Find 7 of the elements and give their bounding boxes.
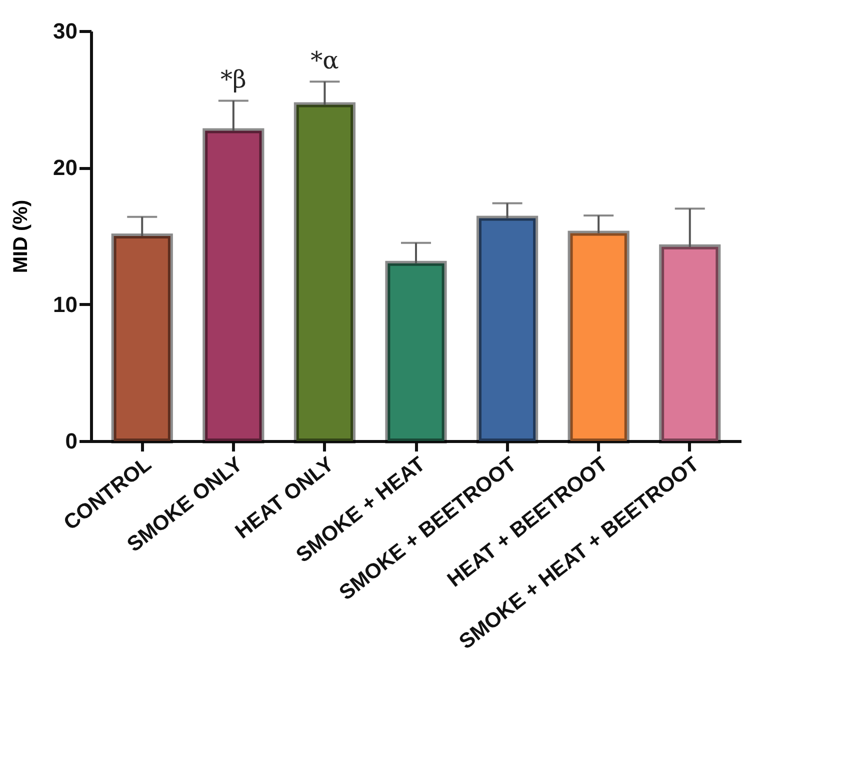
y-tick-label: 0 — [65, 428, 78, 454]
y-tick-label: 20 — [53, 155, 78, 180]
y-axis-title: MID (%) — [10, 200, 32, 274]
annotation: *α — [310, 46, 339, 75]
y-tick-label: 10 — [53, 292, 78, 317]
y-tick-label: 30 — [53, 18, 78, 44]
annotation: *β — [220, 66, 246, 94]
